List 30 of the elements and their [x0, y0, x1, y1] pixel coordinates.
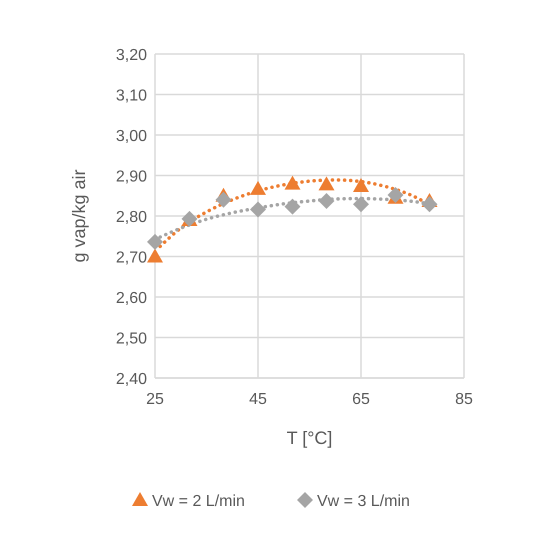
y-tick-label: 2,70 [116, 250, 148, 266]
point [147, 234, 163, 250]
point [318, 193, 334, 210]
point [388, 186, 404, 203]
x-tick-label: 45 [249, 391, 267, 408]
y-tick-label: 2,90 [116, 168, 148, 186]
x-tick-label: 25 [146, 391, 164, 408]
y-tick-label: 2,50 [116, 330, 148, 348]
point [147, 248, 163, 262]
point [421, 196, 438, 212]
x-axis-title: T [°C] [286, 428, 332, 448]
x-tick-label: 85 [455, 391, 473, 408]
y-tick-label: 3,00 [116, 128, 148, 145]
y-tick-label: 2,60 [116, 290, 148, 307]
point [284, 198, 301, 215]
point [353, 196, 369, 212]
point [215, 192, 232, 208]
y-tick-label: 2,80 [116, 209, 148, 226]
x-tick-label: 65 [352, 391, 370, 408]
legend-label: Vw = 2 L/min [152, 493, 245, 510]
y-tick-label: 3,10 [116, 88, 148, 104]
point [353, 178, 369, 192]
point [250, 202, 266, 218]
y-axis-title: g vap/kg air [69, 169, 89, 263]
y-tick-label: 3,20 [116, 47, 148, 64]
point [284, 176, 301, 190]
y-tick-label: 2,40 [116, 371, 148, 388]
point [250, 180, 266, 195]
legend-label: Vw = 3 L/min [317, 493, 410, 510]
point [318, 176, 334, 190]
